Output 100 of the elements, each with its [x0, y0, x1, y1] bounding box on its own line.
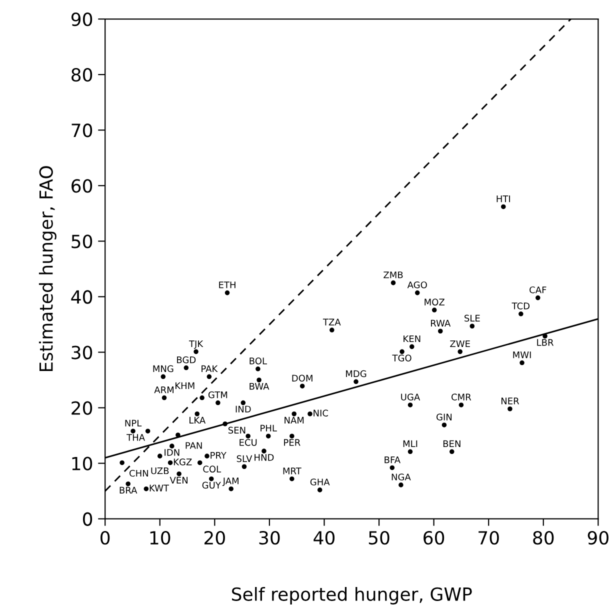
data-label: BFA [384, 456, 400, 464]
data-label: JAM [222, 478, 238, 486]
y-tick-label: 70 [72, 124, 92, 138]
data-label: UGA [401, 394, 420, 400]
data-label: LBR [537, 339, 554, 346]
point [170, 444, 174, 448]
data-label: PRY [210, 452, 226, 459]
x-tick-label: 60 [424, 530, 444, 545]
point [308, 411, 312, 416]
point [317, 488, 322, 492]
y-tick-label: 30 [72, 346, 92, 360]
data-label: THA [126, 434, 145, 441]
x-tick-label: 40 [314, 530, 335, 545]
data-label: NPL [125, 420, 142, 426]
x-tick-label: 10 [150, 530, 170, 545]
data-label: AGO [407, 281, 427, 288]
y-tick-label: 40 [71, 290, 92, 304]
data-label: NAM [284, 416, 304, 424]
point [145, 428, 150, 434]
point [292, 411, 296, 416]
data-label: MDG [346, 370, 366, 378]
point [228, 486, 234, 492]
data-label: GHA [310, 478, 330, 486]
y-tick-label: 10 [72, 456, 92, 470]
data-label: SEN [228, 426, 246, 434]
data-label: NGA [392, 474, 411, 480]
point [208, 476, 214, 482]
data-label: BWA [250, 383, 270, 390]
data-label: KEN [404, 335, 420, 342]
point [408, 402, 413, 408]
data-label: CMR [452, 394, 472, 400]
data-label: BRA [120, 486, 138, 494]
point [266, 434, 271, 438]
x-tick-label: 70 [478, 530, 499, 545]
point [408, 449, 413, 454]
data-label: NIC [314, 410, 328, 416]
x-tick-label: 80 [533, 530, 554, 545]
data-label: MNG [153, 365, 174, 372]
point [144, 486, 149, 492]
data-label: RWA [431, 320, 451, 326]
point [242, 464, 247, 470]
point [176, 432, 180, 438]
point [458, 349, 463, 354]
data-label: ETH [219, 282, 236, 288]
point [130, 428, 136, 434]
point [256, 366, 260, 372]
data-label: PAK [202, 365, 218, 372]
data-label: HTI [496, 196, 510, 202]
point [520, 360, 524, 366]
data-label: TGO [392, 354, 412, 362]
point [390, 280, 396, 286]
point [176, 471, 182, 476]
point [354, 379, 358, 384]
point [542, 334, 548, 339]
point [300, 384, 305, 389]
point [197, 460, 202, 466]
data-label: TJK [188, 340, 204, 349]
point [449, 449, 454, 454]
data-label: DOM [292, 374, 312, 382]
point [200, 395, 204, 400]
data-label: VEN [170, 476, 188, 484]
point [222, 421, 228, 426]
point [262, 448, 266, 454]
point [414, 290, 420, 296]
point [290, 476, 294, 482]
point [518, 312, 524, 316]
data-label: GTM [208, 391, 228, 398]
y-tick-label: 90 [71, 12, 92, 26]
y-tick-label: 60 [72, 179, 92, 193]
data-label: NER [501, 398, 520, 404]
point [216, 400, 220, 406]
point [162, 395, 167, 400]
point [410, 344, 414, 350]
y-tick-label: 20 [72, 401, 92, 415]
data-label: GIN [436, 414, 452, 420]
point [508, 406, 512, 412]
data-label: CHN [130, 470, 148, 477]
data-label: MWI [513, 352, 531, 358]
data-label: ECU [240, 439, 257, 446]
data-label: MLI [403, 440, 418, 447]
y-tick-label: 0 [82, 512, 92, 526]
data-label: KGZ [174, 458, 192, 466]
data-label: ZWE [450, 340, 470, 348]
point [120, 460, 124, 466]
y-axis-title: Estimated hunger, FAO [38, 166, 56, 372]
data-label: TCD [512, 302, 530, 310]
point [194, 349, 198, 354]
data-label: SLE [464, 314, 480, 322]
data-label: PER [284, 439, 300, 446]
point [442, 422, 447, 428]
point [500, 204, 506, 210]
data-label: ZMB [384, 272, 403, 278]
point [160, 374, 166, 380]
data-label: KWT [150, 484, 170, 492]
point [470, 324, 475, 329]
data-label: BEN [443, 440, 460, 447]
data-label: KHM [176, 382, 194, 389]
data-label: ARM [154, 386, 174, 394]
data-label: MOZ [424, 298, 444, 306]
data-label: MRT [283, 468, 302, 474]
